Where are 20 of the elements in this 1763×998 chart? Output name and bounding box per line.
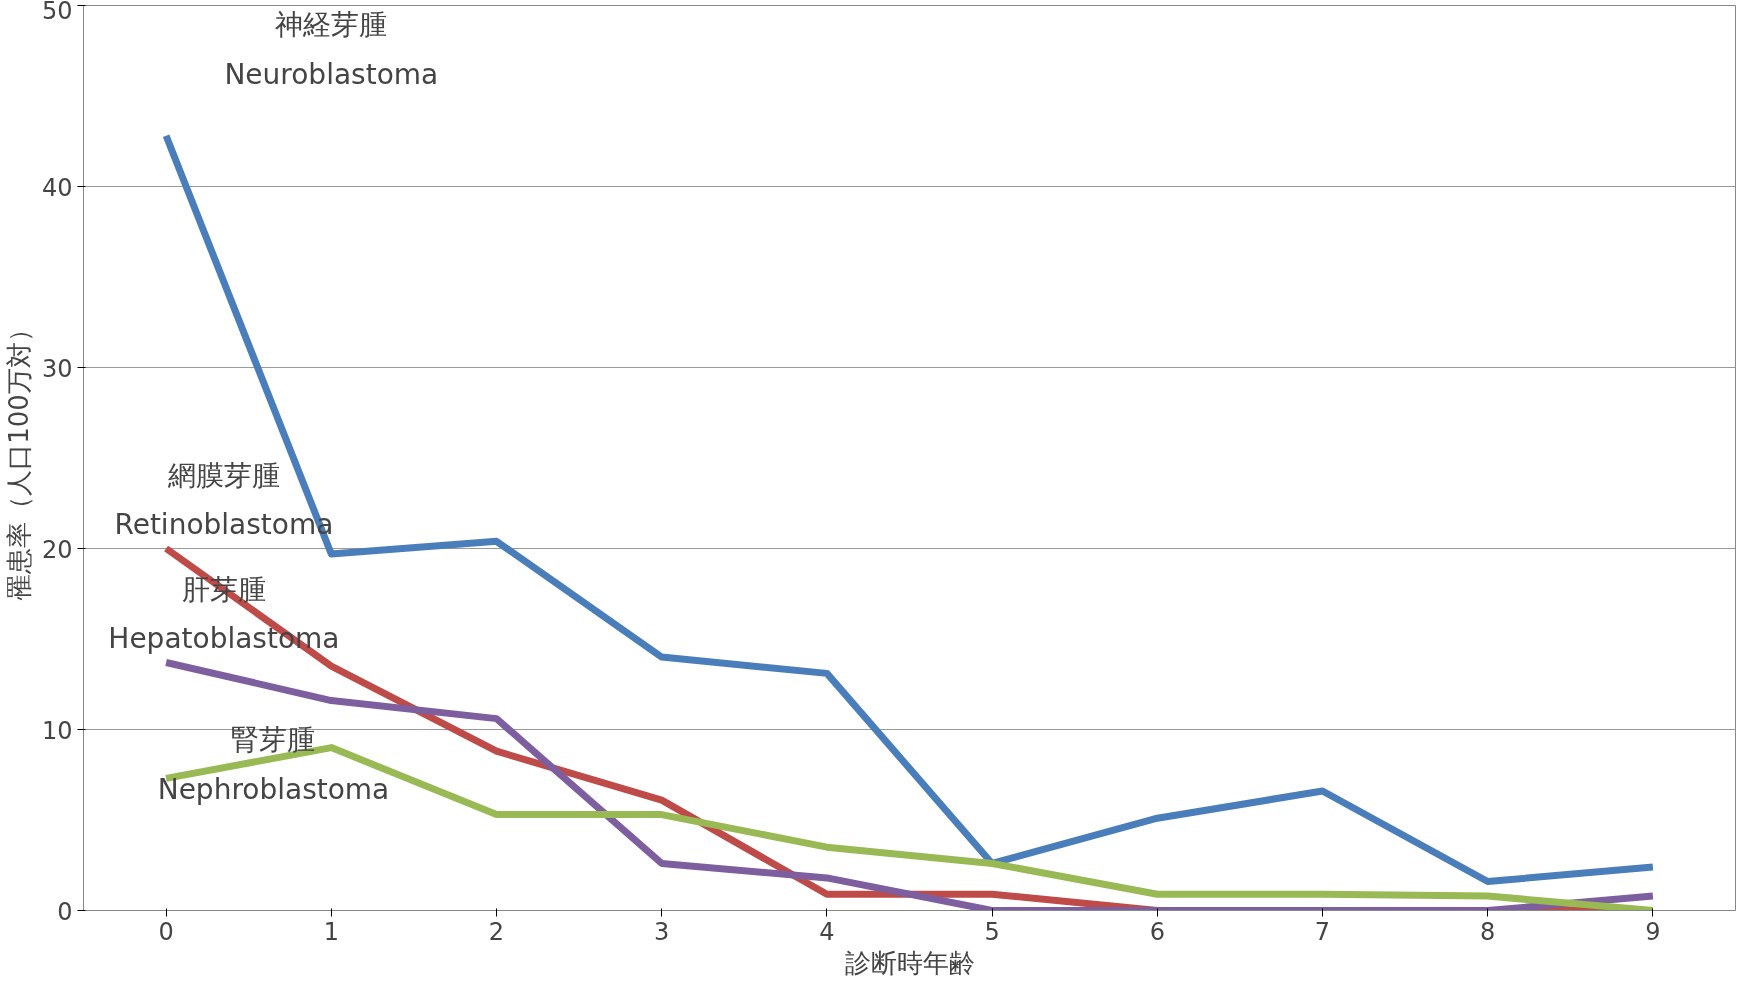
x-tick-label: 1 (323, 917, 339, 946)
y-tick-label: 0 (57, 897, 73, 926)
x-tick-label: 8 (1480, 917, 1496, 946)
x-tick-label: 7 (1314, 917, 1331, 946)
x-axis-title: 診断時年齢 (844, 947, 975, 978)
x-tick-label: 2 (488, 917, 505, 946)
x-tick-label: 9 (1645, 917, 1661, 946)
x-tick-label: 0 (158, 917, 174, 946)
x-tick-label: 5 (984, 917, 1000, 946)
y-tick-label: 40 (41, 173, 73, 202)
series-label: 腎芽腫 Nephroblastoma (157, 723, 390, 806)
y-tick-label: 10 (41, 716, 73, 745)
x-tick-label: 6 (1149, 917, 1165, 946)
x-tick-label: 3 (654, 917, 670, 946)
y-tick-label: 30 (41, 354, 73, 383)
y-tick-label: 50 (41, 0, 73, 25)
x-tick-label: 4 (819, 917, 835, 946)
text: 神経芽腫 Neuroblastoma (224, 8, 439, 91)
y-tick-label: 20 (41, 535, 73, 564)
y-axis-title: 罹患率（人口100万対） (3, 316, 34, 601)
